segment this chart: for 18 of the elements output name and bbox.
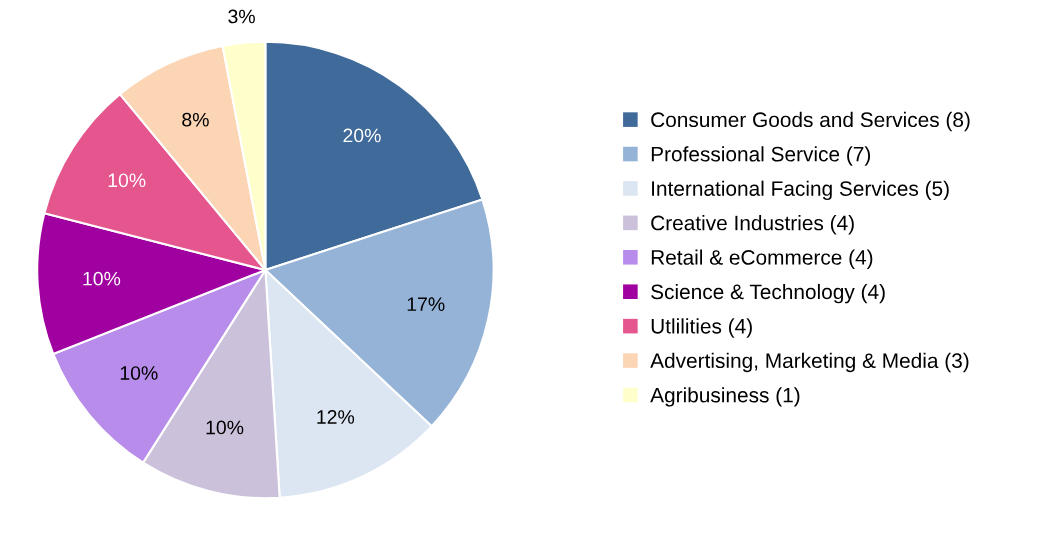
legend-label: Professional Service (7) [651,146,871,166]
data-label: 10% [206,420,244,435]
data-label: 10% [83,271,121,286]
data-label: 8% [182,112,209,127]
data-label: 3% [228,9,255,24]
legend-label: Utlilities (4) [651,318,752,338]
legend-label: Agribusiness (1) [650,387,800,407]
legend-label: Science & Technology (4) [651,283,885,304]
legend-label: Retail & eCommerce (4) [651,249,873,269]
legend-label: Creative Industries (4) [651,215,854,235]
data-label: 10% [120,366,158,380]
legend-label: Consumer Goods and Services (8) [651,111,970,132]
legend-label: International Facing Services (5) [652,180,949,201]
data-label: 20% [343,128,381,143]
data-label: 10% [108,173,146,188]
data-label: 12% [317,410,355,424]
data-label: 17% [407,297,445,311]
legend-label: Advertising, Marketing & Media (3) [650,352,969,373]
